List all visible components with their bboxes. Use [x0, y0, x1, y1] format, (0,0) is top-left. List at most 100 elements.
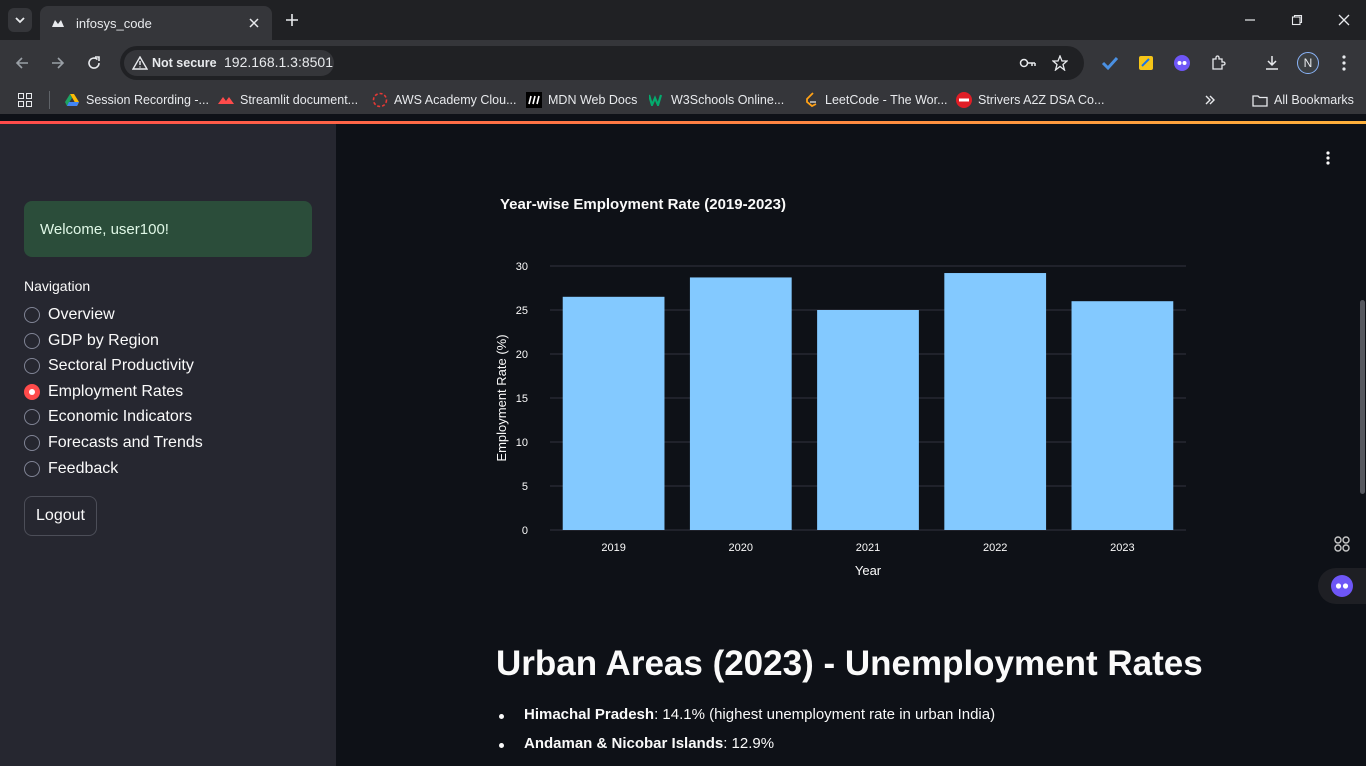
notes-extension-icon[interactable] — [1134, 51, 1158, 75]
password-key-icon[interactable] — [1018, 53, 1038, 73]
nav-radio-label: Forecasts and Trends — [48, 434, 203, 451]
widget-grid-icon[interactable] — [1318, 526, 1366, 562]
check-extension-icon[interactable] — [1098, 51, 1122, 75]
state-name: Andaman & Nicobar Islands — [524, 735, 724, 752]
browser-toolbar: Not secure 192.168.1.3:8501 — [0, 40, 1366, 86]
x-tick-label: 2023 — [1110, 542, 1134, 554]
employment-bar-chart: 0 5 10 15 20 25 30 2019 2020 2021 2022 2023 Year Empl… — [494, 261, 1186, 578]
streamlit-logo-icon — [218, 92, 234, 108]
y-tick-label: 10 — [516, 437, 528, 449]
nav-radio-overview[interactable]: Overview — [24, 304, 115, 326]
y-tick-label: 0 — [522, 525, 528, 537]
y-tick-label: 15 — [516, 393, 528, 405]
chart-title: Year-wise Employment Rate (2019-2023) — [500, 196, 786, 213]
profile-avatar[interactable]: N — [1297, 52, 1319, 74]
bookmark-label: LeetCode - The Wor... — [825, 93, 948, 107]
browser-titlebar: infosys_code — [0, 0, 1366, 40]
nav-radio-forecasts-and-trends[interactable]: Forecasts and Trends — [24, 432, 203, 454]
browser-menu-icon[interactable] — [1332, 51, 1356, 75]
x-tick-label: 2021 — [856, 542, 880, 554]
bookmark-label: Session Recording -... — [86, 93, 209, 107]
all-bookmarks-label: All Bookmarks — [1274, 93, 1354, 107]
nav-radio-sectoral-productivity[interactable]: Sectoral Productivity — [24, 355, 194, 377]
bookmark-strivers[interactable]: Strivers A2Z DSA Co... — [956, 92, 1104, 108]
folder-icon — [1252, 92, 1268, 108]
radio-circle[interactable] — [24, 333, 40, 349]
state-name: Himachal Pradesh — [524, 706, 655, 723]
bookmark-star-icon[interactable] — [1050, 53, 1070, 73]
y-tick-label: 5 — [522, 481, 528, 493]
security-chip[interactable]: Not secure — [124, 50, 334, 76]
tab-search-button[interactable] — [8, 8, 32, 32]
bar — [1071, 301, 1174, 530]
nav-radio-label: GDP by Region — [48, 332, 159, 349]
browser-tab[interactable]: infosys_code — [40, 6, 272, 40]
restore-icon[interactable] — [1287, 10, 1307, 30]
nav-radio-label: Overview — [48, 306, 115, 323]
forward-arrow-icon[interactable] — [46, 51, 70, 75]
bookmark-streamlit[interactable]: Streamlit document... — [218, 92, 358, 108]
w3schools-logo-icon — [649, 92, 665, 108]
nav-radio-employment-rates[interactable]: Employment Rates — [24, 381, 183, 403]
x-tick-label: 2022 — [983, 542, 1007, 554]
bookmark-w3schools[interactable]: W3Schools Online... — [649, 92, 784, 108]
bookmark-session-recording[interactable]: Session Recording -... — [64, 92, 209, 108]
streamlit-decoration-bar — [0, 121, 1366, 124]
y-tick-label: 20 — [516, 349, 528, 361]
radio-circle[interactable] — [24, 358, 40, 374]
bookmark-label: W3Schools Online... — [671, 93, 785, 107]
bar — [817, 310, 919, 530]
bookmark-label: Strivers A2Z DSA Co... — [978, 93, 1105, 107]
leetcode-logo-icon — [803, 92, 819, 108]
tab-close-icon[interactable] — [246, 15, 262, 31]
extensions-puzzle-icon[interactable] — [1206, 51, 1230, 75]
bookmark-mdn[interactable]: MDN Web Docs — [526, 92, 637, 108]
y-axis-label: Employment Rate (%) — [494, 334, 509, 461]
download-icon[interactable] — [1260, 51, 1284, 75]
minimize-icon[interactable] — [1240, 10, 1260, 30]
bar — [562, 296, 665, 530]
address-bar[interactable]: Not secure 192.168.1.3:8501 — [120, 46, 1084, 80]
state-rate: : 14.1% (highest unemployment rate in ur… — [654, 706, 996, 723]
radio-circle[interactable] — [24, 307, 40, 323]
x-tick-label: 2019 — [601, 542, 625, 554]
nav-radio-feedback[interactable]: Feedback — [24, 458, 118, 480]
bot-extension-icon[interactable] — [1170, 51, 1194, 75]
nav-radio-label: Economic Indicators — [48, 408, 193, 425]
all-bookmarks-folder[interactable]: All Bookmarks — [1252, 92, 1354, 108]
sidebar: Welcome, user100! Navigation Overview GD… — [0, 124, 336, 766]
security-label: Not secure — [152, 56, 217, 70]
nav-radio-label: Sectoral Productivity — [48, 357, 194, 374]
nav-radio-gdp-by-region[interactable]: GDP by Region — [24, 330, 159, 352]
streamlit-favicon-icon — [50, 15, 66, 31]
radio-circle-selected[interactable] — [24, 384, 40, 400]
google-drive-icon — [64, 92, 80, 108]
mdn-logo-icon — [526, 92, 542, 108]
radio-circle[interactable] — [24, 461, 40, 477]
radio-circle[interactable] — [24, 435, 40, 451]
apps-grid-icon[interactable] — [18, 92, 32, 108]
unemployment-list: Himachal Pradesh: 14.1% (highest unemplo… — [496, 706, 995, 764]
main-content: Year-wise Employment Rate (2019-2023) 0 5… — [336, 124, 1366, 766]
navigation-label: Navigation — [24, 278, 91, 294]
logout-button[interactable]: Logout — [24, 496, 97, 536]
window-close-icon[interactable] — [1334, 10, 1354, 30]
radio-circle[interactable] — [24, 409, 40, 425]
bookmarks-divider — [49, 91, 50, 109]
more-bookmarks-chevron-icon[interactable] — [1204, 92, 1216, 108]
back-arrow-icon[interactable] — [10, 51, 34, 75]
bookmark-leetcode[interactable]: LeetCode - The Wor... — [803, 92, 948, 108]
app-menu-icon[interactable] — [1320, 148, 1336, 168]
aws-academy-icon — [372, 92, 388, 108]
new-tab-icon[interactable] — [282, 10, 302, 30]
page-scrollbar[interactable] — [1360, 300, 1365, 494]
reload-icon[interactable] — [82, 51, 106, 75]
nav-radio-label: Employment Rates — [48, 383, 184, 400]
assistant-bot-icon[interactable] — [1318, 568, 1366, 604]
bar — [689, 277, 792, 530]
nav-radio-economic-indicators[interactable]: Economic Indicators — [24, 406, 192, 428]
url-text[interactable]: 192.168.1.3:8501 — [224, 54, 333, 70]
list-item: Himachal Pradesh: 14.1% (highest unemplo… — [496, 706, 995, 735]
bookmark-aws-academy[interactable]: AWS Academy Clou... — [372, 92, 517, 108]
x-tick-label: 2020 — [729, 542, 753, 554]
